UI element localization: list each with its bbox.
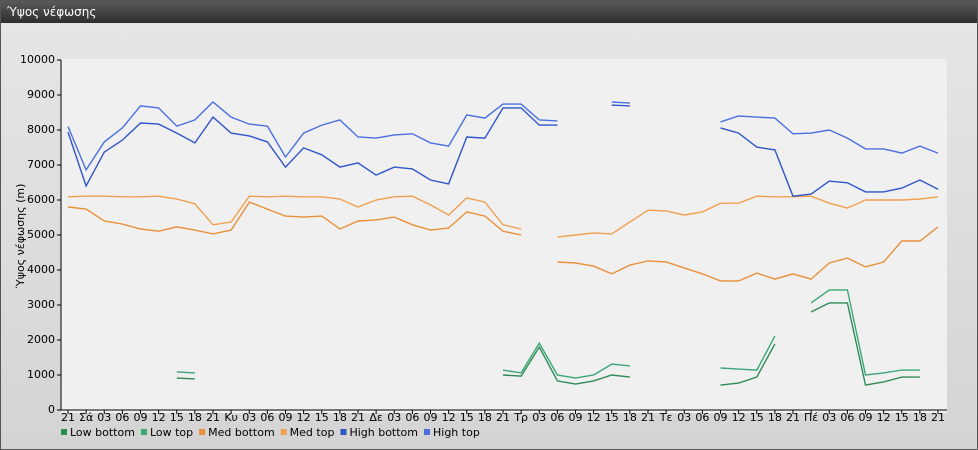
x-tick-label: 12 — [152, 411, 166, 424]
x-tick-label: 18 — [623, 411, 637, 424]
x-tick-label: 15 — [170, 411, 184, 424]
x-tick-label: 09 — [569, 411, 583, 424]
x-tick-label: 12 — [442, 411, 456, 424]
x-tick-label: 21 — [496, 411, 510, 424]
x-tick-label: 03 — [387, 411, 401, 424]
x-tick-label: 12 — [732, 411, 746, 424]
x-tick-label: 21 — [206, 411, 220, 424]
x-tick-label: 15 — [750, 411, 764, 424]
window-title: Ύψος νέφωσης — [1, 1, 977, 23]
series-line — [67, 195, 939, 238]
legend-swatch — [340, 429, 347, 435]
x-tick-label: 18 — [768, 411, 782, 424]
y-tick-label: 5000 — [27, 228, 55, 241]
legend-swatch — [424, 429, 430, 435]
x-tick-label: 12 — [587, 411, 601, 424]
x-tick-label: 09 — [714, 411, 728, 424]
y-tick-label: 8000 — [27, 123, 55, 136]
legend-label: High top — [433, 426, 480, 439]
x-tick-label: 03 — [677, 411, 691, 424]
y-tick-label: 0 — [48, 403, 55, 416]
y-tick-label: 6000 — [27, 193, 55, 206]
x-tick-label: 06 — [840, 411, 854, 424]
x-tick-label: 15 — [315, 411, 329, 424]
y-tick-label: 10000 — [20, 53, 55, 66]
plot-area — [61, 59, 947, 413]
x-tick-label: 21 — [931, 411, 945, 424]
x-tick-label: Τε — [659, 411, 673, 424]
x-tick-label: 12 — [297, 411, 311, 424]
legend-swatch — [199, 429, 206, 435]
x-tick-label: Πέ — [804, 411, 818, 424]
x-tick-label: 03 — [97, 411, 111, 424]
x-tick-label: 03 — [532, 411, 546, 424]
y-tick-label: 3000 — [27, 298, 55, 311]
legend-label: High bottom — [349, 426, 418, 439]
series-line — [67, 201, 939, 282]
x-tick-label: Κυ — [224, 411, 238, 424]
series-line — [176, 289, 920, 379]
y-tick-label: 1000 — [27, 368, 55, 381]
x-tick-label: 15 — [460, 411, 474, 424]
x-tick-label: 18 — [913, 411, 927, 424]
x-tick-label: Τρ — [513, 411, 528, 424]
series-line — [67, 101, 939, 172]
series-line — [67, 104, 939, 197]
legend-swatch — [61, 429, 67, 435]
x-tick-label: 21 — [641, 411, 655, 424]
x-tick-label: 12 — [877, 411, 891, 424]
x-tick-label: 06 — [260, 411, 274, 424]
legend-label: Low bottom — [70, 426, 135, 439]
legend-label: Med bottom — [208, 426, 275, 439]
legend-swatch — [140, 429, 147, 435]
legend-label: Low top — [150, 426, 193, 439]
x-tick-label: 03 — [822, 411, 836, 424]
legend-label: Med top — [290, 426, 335, 439]
x-tick-label: 09 — [859, 411, 873, 424]
x-tick-label: 18 — [188, 411, 202, 424]
x-tick-label: 09 — [134, 411, 148, 424]
x-tick-label: 21 — [61, 411, 75, 424]
x-tick-label: 09 — [279, 411, 293, 424]
legend-swatch — [280, 429, 287, 435]
y-tick-label: 9000 — [27, 88, 55, 101]
y-axis-label: Ύψος νέφωσης (m) — [14, 184, 27, 290]
x-tick-label: 21 — [351, 411, 365, 424]
y-tick-label: 7000 — [27, 158, 55, 171]
y-tick-label: 2000 — [27, 333, 55, 346]
x-tick-label: 06 — [115, 411, 129, 424]
series-line — [176, 302, 920, 386]
x-tick-label: 03 — [242, 411, 256, 424]
x-tick-label: 15 — [895, 411, 909, 424]
x-tick-label: 21 — [786, 411, 800, 424]
x-tick-label: 06 — [550, 411, 564, 424]
x-tick-label: 15 — [605, 411, 619, 424]
x-tick-label: 06 — [405, 411, 419, 424]
x-tick-label: 06 — [695, 411, 709, 424]
x-tick-label: Σά — [79, 411, 93, 424]
x-tick-label: 09 — [424, 411, 438, 424]
x-tick-label: 18 — [333, 411, 347, 424]
y-tick-label: 4000 — [27, 263, 55, 276]
x-tick-label: 18 — [478, 411, 492, 424]
x-tick-label: Δε — [369, 411, 383, 424]
